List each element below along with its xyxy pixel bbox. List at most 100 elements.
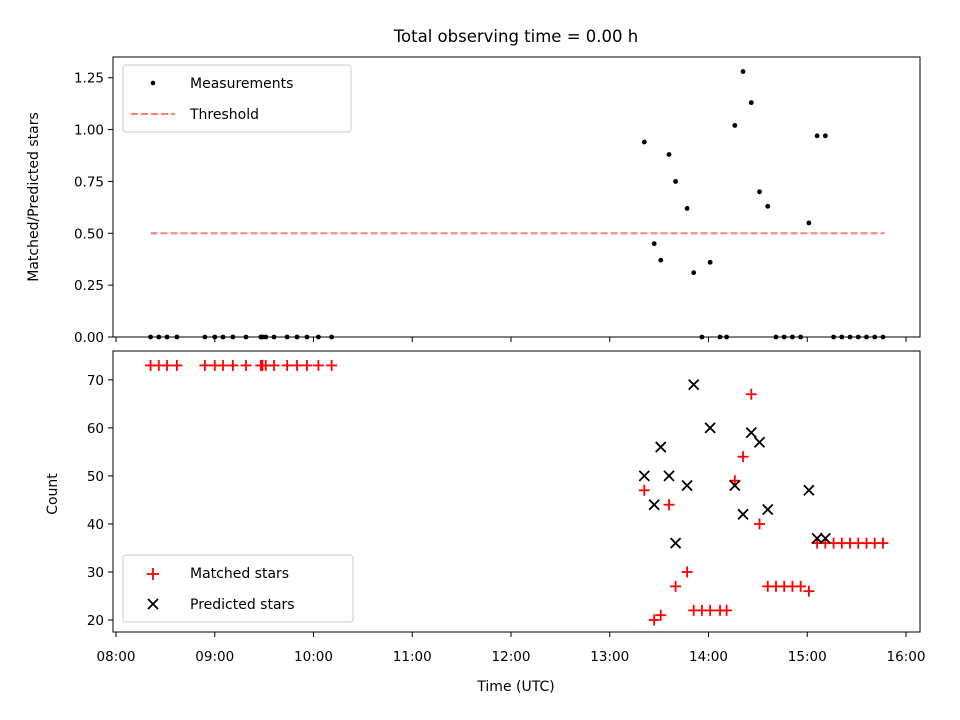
legend-measurements-marker	[150, 80, 156, 86]
bottom-ytick-label: 60	[87, 421, 104, 437]
matched-star-point	[268, 359, 280, 371]
bottom-xtick-label: 14:00	[689, 649, 728, 665]
matched-star-point	[291, 359, 303, 371]
bottom-xtick-label: 15:00	[788, 649, 827, 665]
matched-star-point	[754, 518, 766, 530]
measurement-point	[673, 179, 678, 184]
bottom-xlabel: Time (UTC)	[476, 679, 554, 695]
matched-star-point	[877, 537, 889, 549]
predicted-star-point	[729, 479, 741, 492]
measurement-point	[651, 241, 657, 247]
legend-measurements-label: Measurements	[190, 76, 293, 92]
matched-star-point	[281, 359, 293, 371]
bottom-axes: 20 30 40 50 60 70 08:00 09:00 10:00 11:00 12:00 13:…	[87, 373, 926, 665]
matched-star-point	[638, 484, 650, 496]
bottom-xtick-label: 11:00	[393, 649, 432, 665]
measurement-point	[707, 259, 713, 265]
matched-star-point	[240, 359, 252, 371]
bottom-ylabel: Count	[45, 473, 61, 515]
predicted-star-point	[803, 484, 815, 496]
matched-star-point	[312, 359, 324, 371]
legend-predicted-label: Predicted stars	[190, 597, 295, 613]
measurement-point	[748, 100, 754, 106]
bottom-ytick-label: 70	[87, 373, 104, 389]
top-panel: Total observing time = 0.00 h Matched/Pr…	[26, 27, 921, 346]
predicted-star-point	[745, 427, 757, 439]
predicted-star-point	[737, 508, 749, 520]
bottom-xtick-label: 08:00	[97, 649, 136, 665]
top-axes-frame	[112, 56, 921, 338]
predicted-star-point	[811, 532, 823, 544]
predicted-star-point	[638, 470, 650, 482]
measurement-point	[757, 189, 762, 195]
matched-star-point	[803, 585, 815, 597]
measurement-point	[814, 133, 820, 139]
measurement-point	[666, 152, 672, 157]
bottom-marks	[145, 359, 889, 626]
measurement-point	[691, 270, 697, 276]
legend-predicted-marker	[147, 598, 159, 610]
measurement-point	[732, 123, 738, 128]
predicted-star-point	[669, 537, 682, 549]
top-ytick-label: 0.75	[74, 174, 104, 190]
top-legend: Measurements Threshold	[122, 64, 352, 133]
legend-threshold-label: Threshold	[189, 107, 259, 123]
bottom-xtick-label: 10:00	[294, 649, 333, 665]
bottom-xtick-label: 09:00	[195, 649, 234, 665]
matched-star-point	[655, 609, 667, 621]
measurement-point	[822, 133, 828, 139]
bottom-ytick-label: 20	[87, 613, 104, 629]
bottom-panel: Count Time (UTC) 20 30 40 50 60 70 08:00 09:00 1…	[45, 350, 926, 695]
predicted-star-point	[819, 532, 831, 544]
measurement-point	[658, 257, 664, 263]
predicted-star-point	[762, 503, 774, 516]
matched-star-point	[648, 614, 660, 626]
legend-matched-marker	[147, 568, 159, 580]
matched-star-point	[745, 388, 757, 400]
measurement-point	[765, 203, 771, 209]
measurement-point	[806, 220, 812, 226]
matched-star-point	[227, 359, 239, 371]
predicted-star-point	[753, 436, 766, 448]
matched-star-point	[721, 604, 733, 616]
measurement-point	[641, 139, 647, 145]
matched-star-point	[704, 604, 716, 616]
measurement-point	[740, 69, 746, 74]
matched-star-point	[301, 359, 313, 371]
matched-star-point	[161, 359, 173, 371]
predicted-star-point	[688, 378, 700, 391]
top-legend-box	[122, 64, 352, 133]
predicted-star-point	[663, 470, 675, 482]
bottom-ytick-label: 30	[87, 565, 104, 581]
bottom-ytick-label: 40	[87, 517, 104, 533]
bottom-ytick-label: 50	[87, 469, 104, 485]
top-ytick-label: 1.00	[74, 123, 104, 139]
top-title: Total observing time = 0.00 h	[393, 27, 638, 46]
top-ytick-label: 0.50	[74, 226, 104, 242]
predicted-star-point	[648, 499, 660, 511]
matched-star-point	[670, 580, 682, 592]
matched-star-point	[681, 566, 693, 578]
predicted-star-point	[655, 441, 667, 453]
matched-star-point	[326, 359, 338, 371]
bottom-legend-box	[122, 554, 354, 623]
top-ytick-label: 1.25	[74, 71, 104, 87]
bottom-xtick-label: 12:00	[492, 649, 531, 665]
bottom-legend: Matched stars Predicted stars	[122, 554, 354, 623]
legend-matched-label: Matched stars	[190, 566, 289, 582]
top-ytick-label: 0.25	[74, 278, 104, 294]
bottom-xtick-label: 13:00	[590, 649, 629, 665]
predicted-star-point	[681, 479, 693, 492]
matched-star-point	[217, 359, 229, 371]
top-ylabel: Matched/Predicted stars	[26, 112, 42, 282]
matched-star-point	[737, 451, 749, 463]
bottom-axes-frame	[112, 350, 921, 633]
matched-star-point	[199, 359, 211, 371]
matched-star-point	[171, 359, 183, 371]
top-axes: 0.00 0.25 0.50 0.75 1.00 1.25	[74, 71, 907, 346]
top-ytick-label: 0.00	[74, 330, 104, 346]
matched-star-point	[663, 499, 675, 511]
matched-star-point	[795, 580, 807, 592]
bottom-xtick-label: 16:00	[887, 649, 926, 665]
measurement-point	[684, 206, 690, 211]
